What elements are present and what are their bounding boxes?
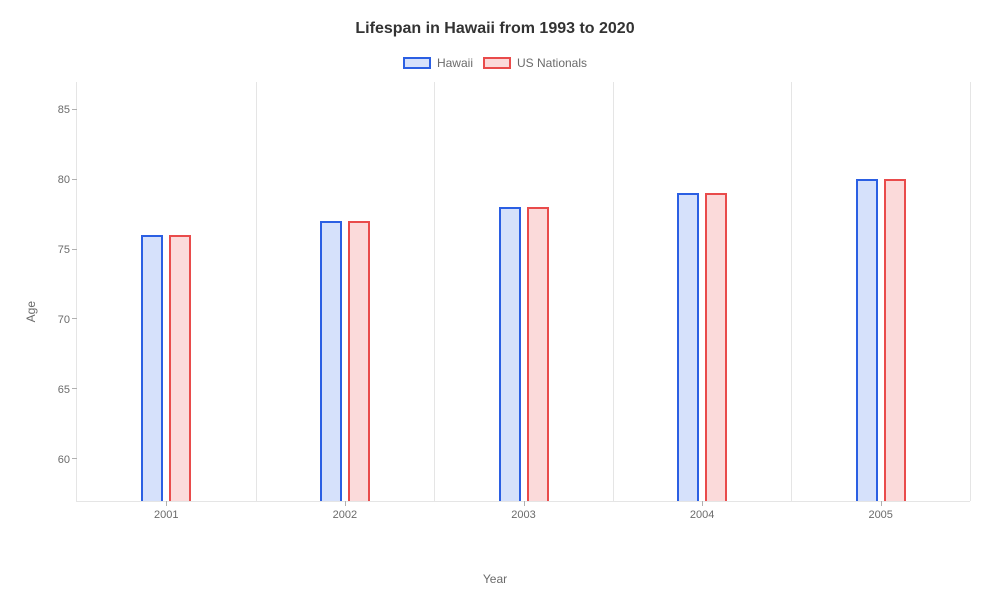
y-tick-label: 65 (58, 384, 70, 396)
y-tick-label: 75 (58, 244, 70, 256)
legend-label: US Nationals (517, 56, 587, 70)
x-tick (345, 501, 346, 506)
bar (320, 221, 342, 501)
gridline-vertical (791, 82, 792, 501)
gridline-vertical (256, 82, 257, 501)
x-tick (881, 501, 882, 506)
bar (348, 221, 370, 501)
legend: Hawaii US Nationals (20, 56, 970, 70)
y-tick-label: 70 (58, 314, 70, 326)
bar-group (320, 221, 370, 501)
y-tick (72, 458, 77, 459)
gridline-vertical (970, 82, 971, 501)
y-axis-label: Age (20, 301, 42, 322)
bar-group (677, 193, 727, 501)
y-axis: 60 65 70 75 80 85 (42, 82, 76, 502)
bar (527, 207, 549, 501)
legend-swatch (403, 57, 431, 69)
bar (677, 193, 699, 501)
bar (705, 193, 727, 501)
plot-area: 20012002200320042005 (76, 82, 970, 502)
y-tick-label: 80 (58, 174, 70, 186)
y-tick-label: 85 (58, 104, 70, 116)
chart-title: Lifespan in Hawaii from 1993 to 2020 (20, 20, 970, 38)
bar-group (141, 235, 191, 501)
gridline-vertical (434, 82, 435, 501)
y-tick-label: 60 (58, 454, 70, 466)
y-tick (72, 179, 77, 180)
legend-swatch (483, 57, 511, 69)
bar (169, 235, 191, 501)
legend-item: Hawaii (403, 56, 473, 70)
bar (884, 179, 906, 501)
x-tick-label: 2001 (154, 509, 178, 521)
bar (856, 179, 878, 501)
x-tick (524, 501, 525, 506)
x-tick-label: 2003 (511, 509, 535, 521)
bar (141, 235, 163, 501)
legend-item: US Nationals (483, 56, 587, 70)
y-tick (72, 249, 77, 250)
x-axis-label: Year (20, 572, 970, 586)
x-tick-label: 2002 (333, 509, 357, 521)
plot-wrap: Age 606570758085 20012002200320042005 (20, 82, 970, 542)
bar-group (499, 207, 549, 501)
gridline-vertical (613, 82, 614, 501)
x-tick (166, 501, 167, 506)
bar (499, 207, 521, 501)
x-tick (702, 501, 703, 506)
y-tick (72, 318, 77, 319)
legend-label: Hawaii (437, 56, 473, 70)
x-tick-label: 2004 (690, 509, 714, 521)
y-tick (72, 388, 77, 389)
chart-container: Lifespan in Hawaii from 1993 to 2020 Haw… (0, 0, 1000, 600)
bar-group (856, 179, 906, 501)
x-tick-label: 2005 (868, 509, 892, 521)
y-tick (72, 109, 77, 110)
